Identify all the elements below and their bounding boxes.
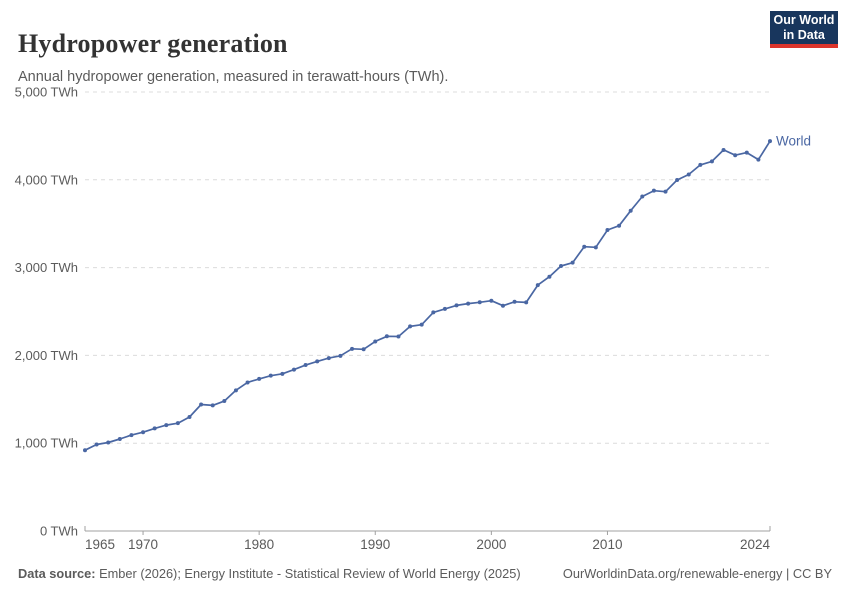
data-point-marker[interactable]	[361, 347, 366, 352]
data-point-marker[interactable]	[570, 260, 575, 265]
data-point-marker[interactable]	[152, 426, 157, 431]
data-point-marker[interactable]	[326, 356, 331, 361]
y-tick-label: 4,000 TWh	[15, 172, 78, 187]
data-point-marker[interactable]	[106, 440, 111, 445]
data-point-marker[interactable]	[698, 162, 703, 167]
y-tick-label: 1,000 TWh	[15, 436, 78, 451]
data-point-marker[interactable]	[466, 301, 471, 306]
data-point-marker[interactable]	[129, 433, 134, 438]
series-line-world	[84, 140, 771, 452]
data-point-marker[interactable]	[117, 436, 122, 441]
x-tick-label: 1970	[128, 537, 158, 552]
owid-logo[interactable]: Our World in Data	[770, 11, 838, 48]
data-point-marker[interactable]	[199, 402, 204, 407]
chart-footer: Data source: Ember (2026); Energy Instit…	[18, 566, 832, 581]
series-markers-world	[83, 139, 772, 453]
data-point-marker[interactable]	[593, 245, 598, 250]
x-tick-label: 2000	[476, 537, 506, 552]
data-point-marker[interactable]	[500, 303, 505, 308]
data-point-marker[interactable]	[675, 177, 680, 182]
data-point-marker[interactable]	[83, 448, 87, 453]
data-point-marker[interactable]	[756, 157, 761, 162]
data-point-marker[interactable]	[233, 388, 238, 393]
data-source-label: Data source:	[18, 566, 96, 581]
data-point-marker[interactable]	[721, 147, 726, 152]
data-point-marker[interactable]	[222, 399, 227, 404]
data-point-marker[interactable]	[477, 300, 482, 305]
data-point-marker[interactable]	[384, 334, 389, 339]
data-point-marker[interactable]	[373, 339, 378, 344]
owid-logo-line1: Our World	[773, 12, 835, 27]
data-point-marker[interactable]	[535, 283, 540, 288]
data-point-marker[interactable]	[524, 300, 529, 305]
data-point-marker[interactable]	[268, 373, 273, 378]
page-subtitle: Annual hydropower generation, measured i…	[18, 68, 449, 85]
page-title: Hydropower generation	[18, 29, 288, 59]
data-source-note: Data source: Ember (2026); Energy Instit…	[18, 566, 521, 581]
x-tick-label: 1980	[244, 537, 274, 552]
data-point-marker[interactable]	[257, 376, 262, 381]
data-point-marker[interactable]	[651, 188, 656, 193]
data-point-marker[interactable]	[280, 371, 285, 376]
data-point-marker[interactable]	[768, 139, 772, 144]
data-point-marker[interactable]	[419, 322, 424, 327]
x-tick-label: 2024	[740, 537, 771, 552]
data-point-marker[interactable]	[709, 159, 714, 164]
data-point-marker[interactable]	[141, 430, 146, 435]
data-point-marker[interactable]	[640, 194, 645, 199]
owid-license-link[interactable]: OurWorldinData.org/renewable-energy | CC…	[562, 566, 832, 581]
data-point-marker[interactable]	[663, 189, 668, 194]
y-gridlines	[85, 91, 770, 444]
data-point-marker[interactable]	[187, 415, 192, 420]
x-axis: 1965 1970 1980 1990 2000 2010 2024	[84, 526, 771, 552]
data-point-marker[interactable]	[431, 310, 436, 315]
data-point-marker[interactable]	[605, 228, 610, 233]
data-point-marker[interactable]	[617, 223, 622, 228]
data-point-marker[interactable]	[164, 423, 169, 428]
data-point-marker[interactable]	[291, 367, 296, 372]
y-tick-label: 3,000 TWh	[15, 260, 78, 275]
data-point-marker[interactable]	[547, 274, 552, 279]
data-point-marker[interactable]	[175, 421, 180, 426]
data-source-text: Ember (2026); Energy Institute - Statist…	[95, 566, 521, 581]
data-point-marker[interactable]	[396, 334, 401, 339]
data-point-marker[interactable]	[350, 346, 355, 351]
series-label-world[interactable]: World	[776, 134, 811, 149]
data-point-marker[interactable]	[628, 208, 633, 213]
data-point-marker[interactable]	[442, 306, 447, 311]
data-point-marker[interactable]	[454, 303, 459, 308]
data-point-marker[interactable]	[210, 403, 215, 408]
data-point-marker[interactable]	[303, 363, 308, 368]
data-point-marker[interactable]	[245, 380, 250, 385]
data-point-marker[interactable]	[733, 153, 738, 158]
y-tick-label: 2,000 TWh	[15, 348, 78, 363]
data-point-marker[interactable]	[686, 172, 691, 177]
x-tick-label: 1990	[360, 537, 390, 552]
y-axis-labels: 0 TWh 1,000 TWh 2,000 TWh 3,000 TWh 4,000 TW…	[15, 85, 78, 539]
x-tick-label: 1965	[85, 537, 115, 552]
data-point-marker[interactable]	[559, 264, 564, 269]
x-tick-label: 2010	[592, 537, 622, 552]
data-point-marker[interactable]	[338, 353, 343, 358]
y-tick-label: 0 TWh	[40, 524, 78, 539]
data-point-marker[interactable]	[408, 324, 413, 329]
data-point-marker[interactable]	[315, 359, 320, 364]
y-tick-label: 5,000 TWh	[15, 85, 78, 100]
data-point-marker[interactable]	[582, 244, 587, 249]
data-point-marker[interactable]	[489, 298, 494, 303]
data-point-marker[interactable]	[744, 150, 749, 155]
data-point-marker[interactable]	[512, 299, 517, 304]
owid-logo-line2: in Data	[783, 27, 825, 42]
data-point-marker[interactable]	[94, 442, 99, 447]
